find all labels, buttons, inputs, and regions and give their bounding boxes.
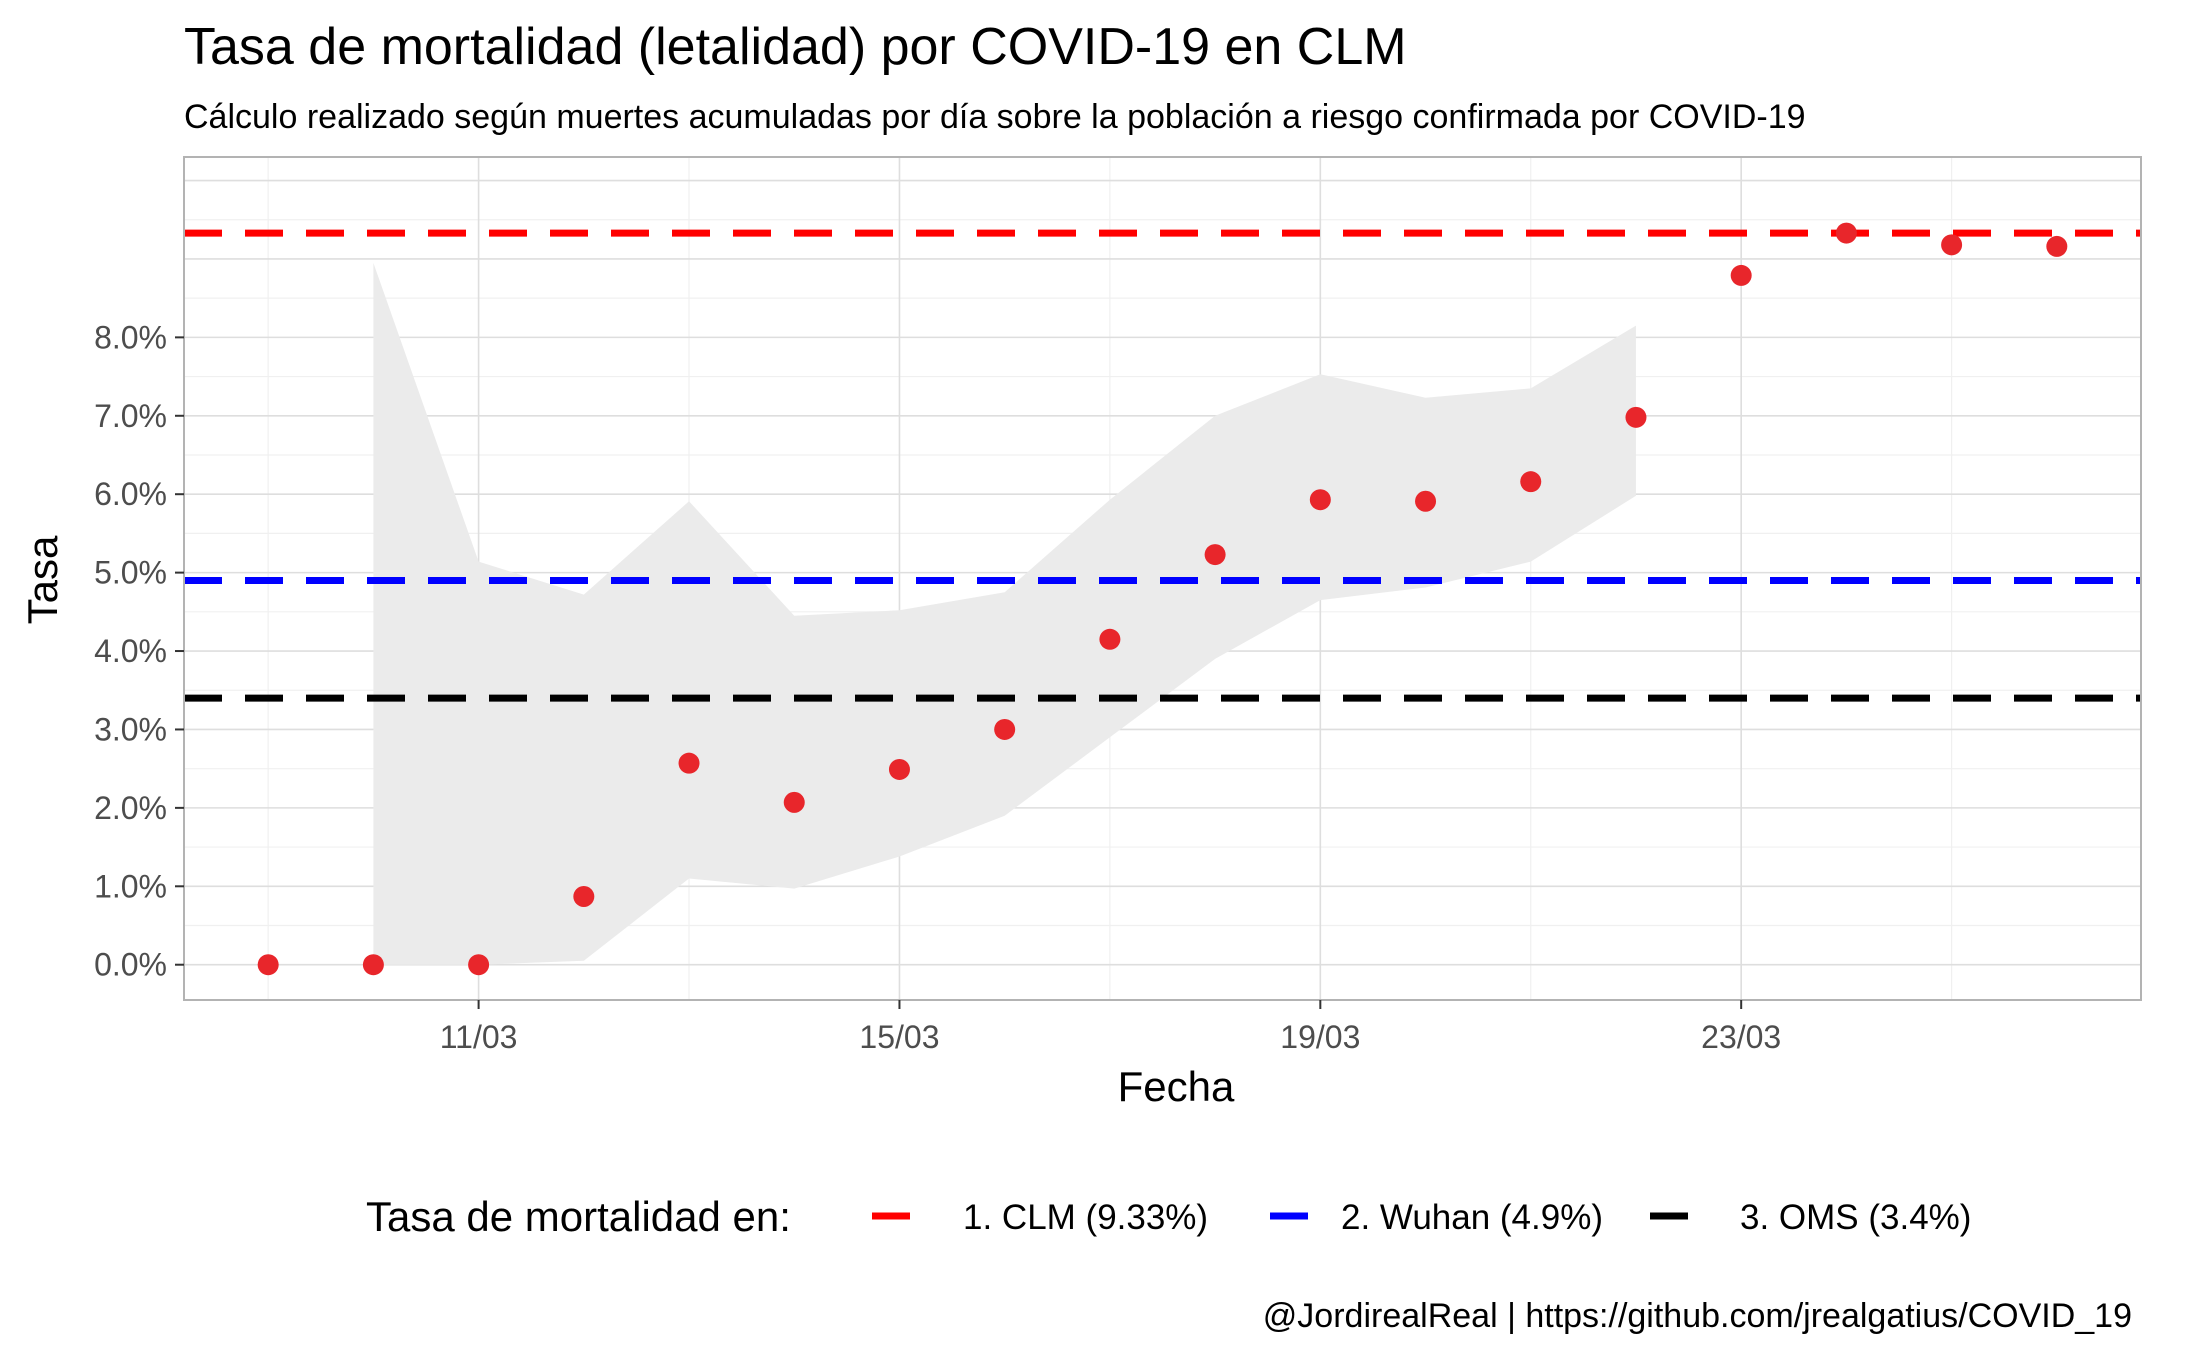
data-point [1415,490,1437,512]
data-point [783,791,805,813]
y-tick-label: 2.0% [94,790,167,826]
x-tick-label: 23/03 [1701,1019,1781,1055]
legend-label-clm: 1. CLM (9.33%) [963,1198,1208,1237]
data-point [1730,264,1752,286]
chart-caption: @JordirealReal | https://github.com/jrea… [1263,1297,2132,1335]
data-point [678,752,700,774]
data-point [1520,471,1542,493]
chart-title: Tasa de mortalidad (letalidad) por COVID… [184,18,1407,76]
x-tick-label: 15/03 [859,1019,939,1055]
data-point [1204,544,1226,566]
data-point [1309,489,1331,511]
data-point [1941,234,1963,256]
data-point [1835,222,1857,244]
data-point [468,954,490,976]
confidence-band [373,262,1636,965]
data-point [1625,406,1647,428]
points-layer [257,222,2068,976]
legend-label-wuhan: 2. Wuhan (4.9%) [1341,1198,1603,1237]
data-point [257,954,279,976]
x-axis-ticks: 11/03 15/03 19/03 23/03 [440,1000,1781,1055]
y-tick-label: 0.0% [94,947,167,983]
data-point [994,718,1016,740]
x-tick-label: 19/03 [1280,1019,1360,1055]
y-axis-title: Tasa [19,535,66,624]
data-point [888,758,910,780]
confidence-band-layer [373,262,1636,965]
legend-title: Tasa de mortalidad en: [366,1193,791,1240]
panel-border [183,156,2142,1001]
legend-label-oms: 3. OMS (3.4%) [1740,1198,1971,1237]
data-point [573,885,595,907]
y-tick-label: 7.0% [94,398,167,434]
data-point [362,954,384,976]
y-tick-label: 5.0% [94,555,167,591]
x-tick-label: 11/03 [440,1019,518,1055]
y-tick-label: 3.0% [94,711,167,747]
y-tick-label: 6.0% [94,476,167,512]
legend: Tasa de mortalidad en: 1. CLM (9.33%) 2.… [366,1193,1971,1240]
y-tick-label: 8.0% [94,319,167,355]
reference-lines-layer [184,229,2141,702]
y-axis-ticks: 0.0% 1.0% 2.0% 3.0% 4.0% 5.0% 6.0% 7.0% 8.0% [94,319,184,983]
data-point [2046,235,2068,257]
data-point [1099,628,1121,650]
y-tick-label: 1.0% [94,868,167,904]
y-tick-label: 4.0% [94,633,167,669]
chart-subtitle: Cálculo realizado según muertes acumulad… [184,98,1806,136]
x-axis-title: Fecha [1118,1063,1235,1110]
